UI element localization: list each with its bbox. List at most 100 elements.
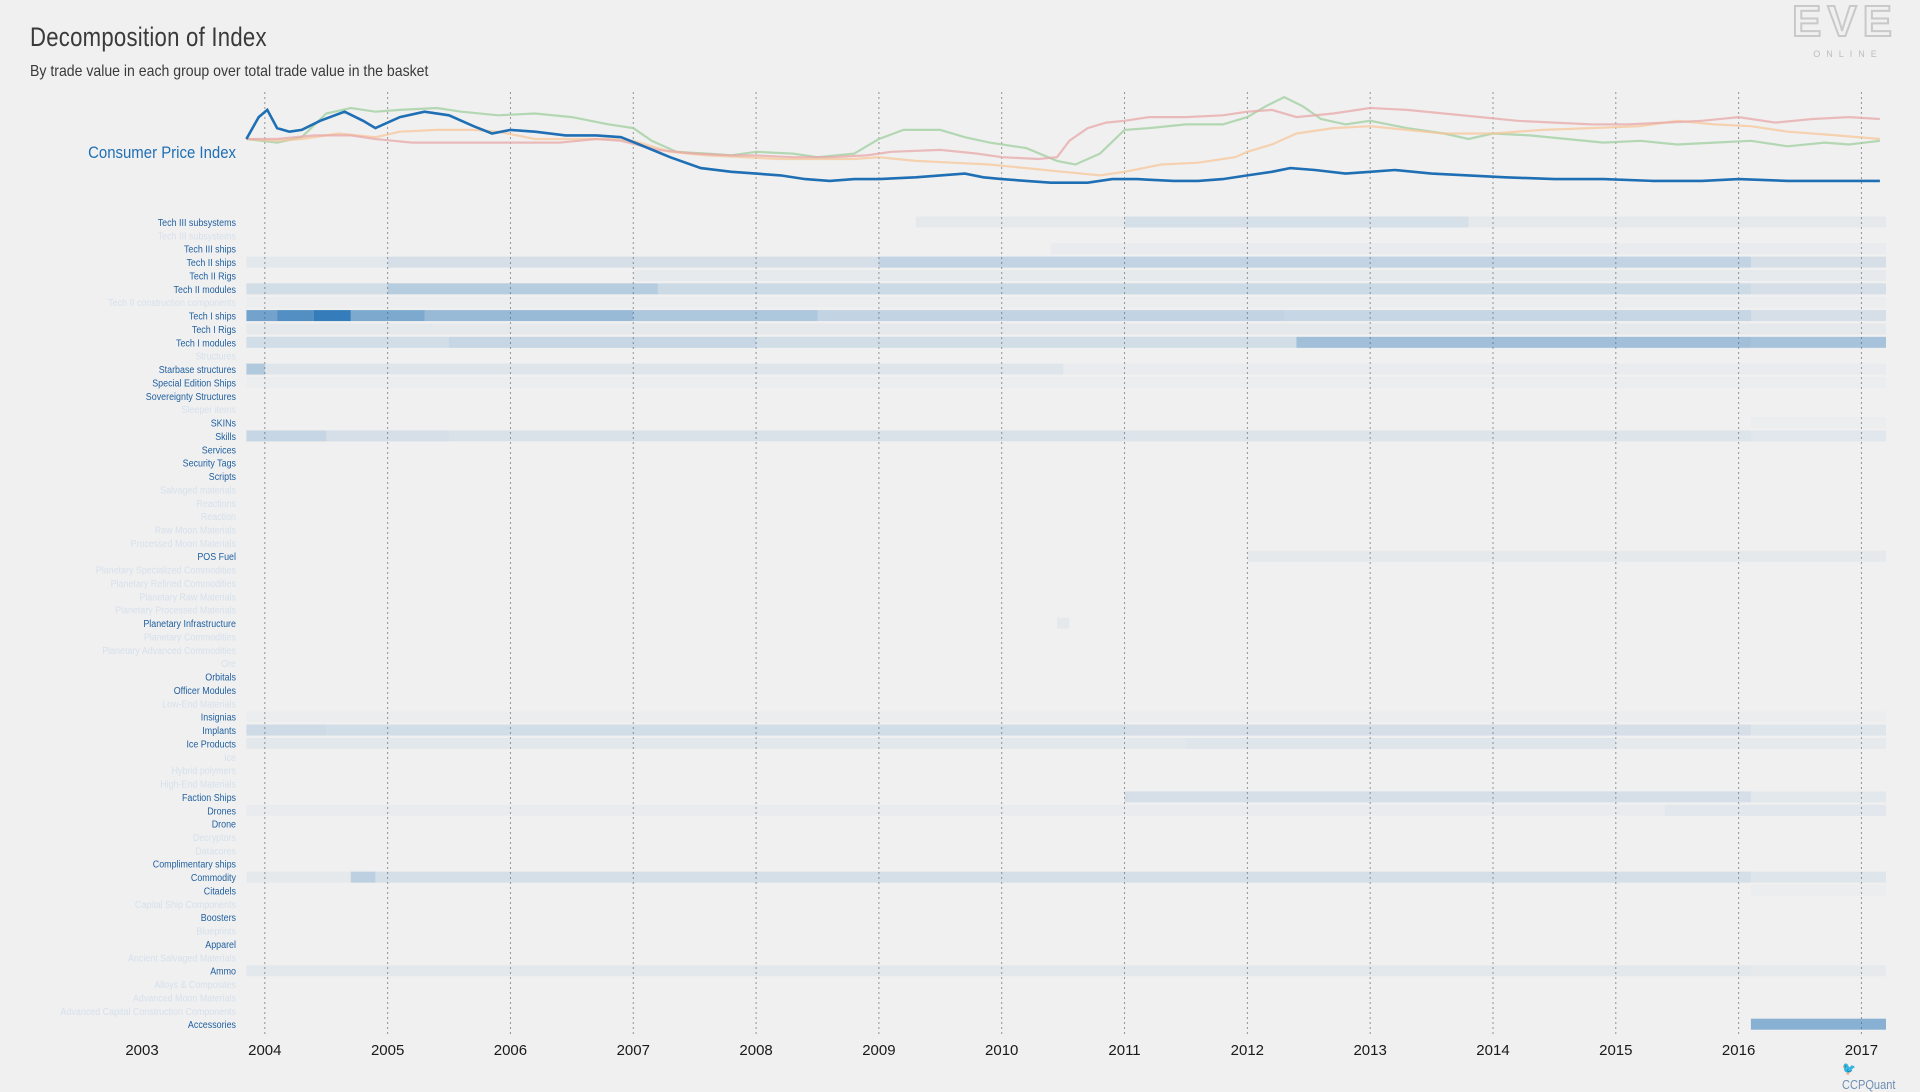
heatmap-cell: [1124, 430, 1751, 442]
heatmap-cell: [246, 297, 1886, 308]
heatmap-cell: [246, 430, 327, 442]
category-label: SKINs: [211, 418, 236, 430]
category-label: Faction Ships: [182, 792, 236, 804]
category-label: Ice Products: [186, 739, 236, 751]
category-label: Drones: [207, 806, 236, 818]
heatmap-cell: [1124, 724, 1751, 736]
category-label: Tech II construction components: [108, 298, 236, 310]
heatmap-cell: [1124, 791, 1751, 803]
category-label: Tech III ships: [184, 244, 236, 256]
category-label: Alloys & Composites: [154, 979, 236, 991]
category-label: Skills: [215, 431, 236, 443]
x-tick-label: 2016: [1722, 1042, 1755, 1059]
heatmap-cell: [1751, 417, 1886, 428]
heatmap-cell: [375, 871, 1751, 883]
category-label: Advanced Capital Construction Components: [61, 1006, 237, 1018]
heatmap-cell: [246, 871, 351, 883]
category-label: Raw Moon Materials: [155, 525, 236, 537]
category-label: Starbase structures: [159, 364, 236, 376]
eve-online-logo: EVE ONLINE: [1791, 2, 1898, 59]
category-label: Ore: [221, 659, 236, 671]
credit-text: CCPQuant: [1842, 1077, 1896, 1092]
heatmap-cell: [1750, 724, 1886, 736]
heatmap-cell: [1056, 617, 1070, 629]
logo-text: EVE: [1792, 2, 1898, 46]
heatmap-cell: [1296, 336, 1751, 348]
category-label: Capital Ship Components: [135, 899, 236, 911]
heatmap-cell: [246, 323, 1886, 335]
heatmap-cell: [387, 256, 879, 268]
category-label: Low-End Materials: [162, 699, 236, 711]
category-label: Insignias: [201, 712, 236, 724]
category-label: Blueprints: [196, 926, 236, 938]
chart-title: Decomposition of Index: [30, 22, 267, 52]
heatmap-cell: [1750, 310, 1886, 322]
category-label: Planetary Commodities: [144, 632, 236, 644]
category-label: Structures: [195, 351, 236, 363]
category-label: Planetary Refined Commodities: [111, 578, 236, 590]
heatmap-cell: [424, 310, 634, 322]
heatmap-cell: [246, 724, 327, 736]
category-label: Boosters: [201, 913, 236, 925]
heatmap-cell: [326, 430, 450, 442]
x-tick-label: 2007: [617, 1042, 650, 1059]
series-line: [246, 119, 1880, 177]
heatmap-cell: [633, 310, 818, 322]
heatmap-cell: [449, 336, 757, 348]
category-label: Scripts: [209, 471, 236, 483]
heatmap-cell: [1284, 310, 1751, 322]
category-label: Tech I ships: [189, 311, 236, 323]
heatmap-cell: [246, 363, 265, 375]
heatmap-cell: [1615, 737, 1886, 749]
heatmap-cell: [1185, 737, 1616, 749]
heatmap-cell: [313, 310, 351, 322]
heatmap-cell: [277, 310, 314, 322]
category-label: Processed Moon Materials: [130, 538, 236, 550]
category-label: Sleeper items: [181, 405, 236, 417]
category-label: Apparel: [205, 939, 236, 951]
x-tick-label: 2006: [494, 1042, 527, 1059]
heatmap-cell: [1750, 965, 1886, 977]
category-label: High-End Materials: [160, 779, 236, 791]
series-line: [246, 95, 1881, 166]
category-label: Sovereignty Structures: [146, 391, 236, 403]
category-label: Drone: [212, 819, 236, 831]
x-tick-label: 2015: [1599, 1042, 1632, 1059]
heatmap-cell: [878, 256, 1751, 268]
category-label: Hybrid polymers: [172, 766, 237, 778]
category-label: Tech II modules: [174, 284, 237, 296]
heatmap-cell: [350, 871, 376, 883]
category-label: Tech II Rigs: [189, 271, 236, 283]
x-tick-label: 2005: [371, 1042, 404, 1059]
heatmap-cell: [1124, 216, 1248, 228]
heatmap-cell: [915, 216, 1886, 228]
heatmap-cell: [1750, 336, 1886, 348]
heatmap-cell: [246, 336, 450, 348]
credit[interactable]: 🐦CCPQuant: [1842, 1061, 1908, 1092]
x-tick-label: 2013: [1353, 1042, 1386, 1059]
price-index-lines: [245, 95, 1881, 184]
category-label: Tech I Rigs: [192, 324, 236, 336]
heatmap-cell: [657, 283, 1751, 295]
x-tick-label: 2004: [248, 1042, 281, 1059]
x-tick-label: 2011: [1108, 1042, 1140, 1059]
heatmap-cell: [1750, 791, 1886, 803]
cpi-line: [245, 107, 1880, 184]
heatmap-cell: [1750, 1018, 1886, 1030]
category-label: Tech III subsystems: [158, 231, 236, 243]
category-label: Planetary Specialized Commodities: [96, 565, 236, 577]
logo-subtext: ONLINE: [1813, 49, 1883, 59]
series-line: [246, 106, 1880, 161]
heatmap-cell: [1664, 804, 1886, 816]
category-label: Commodity: [191, 873, 236, 885]
category-label: Planetary Advanced Commodities: [102, 645, 236, 657]
category-label: Orbitals: [205, 672, 236, 684]
category-label: POS Fuel: [197, 552, 236, 564]
category-label: Ancient Salvaged Materials: [128, 953, 236, 965]
heatmap-cell: [246, 711, 1886, 722]
heatmap-cell: [264, 363, 1064, 375]
category-label: Planetary Infrastructure: [143, 618, 236, 630]
category-label: Datacores: [195, 846, 236, 858]
heatmap-cell: [326, 724, 1125, 736]
